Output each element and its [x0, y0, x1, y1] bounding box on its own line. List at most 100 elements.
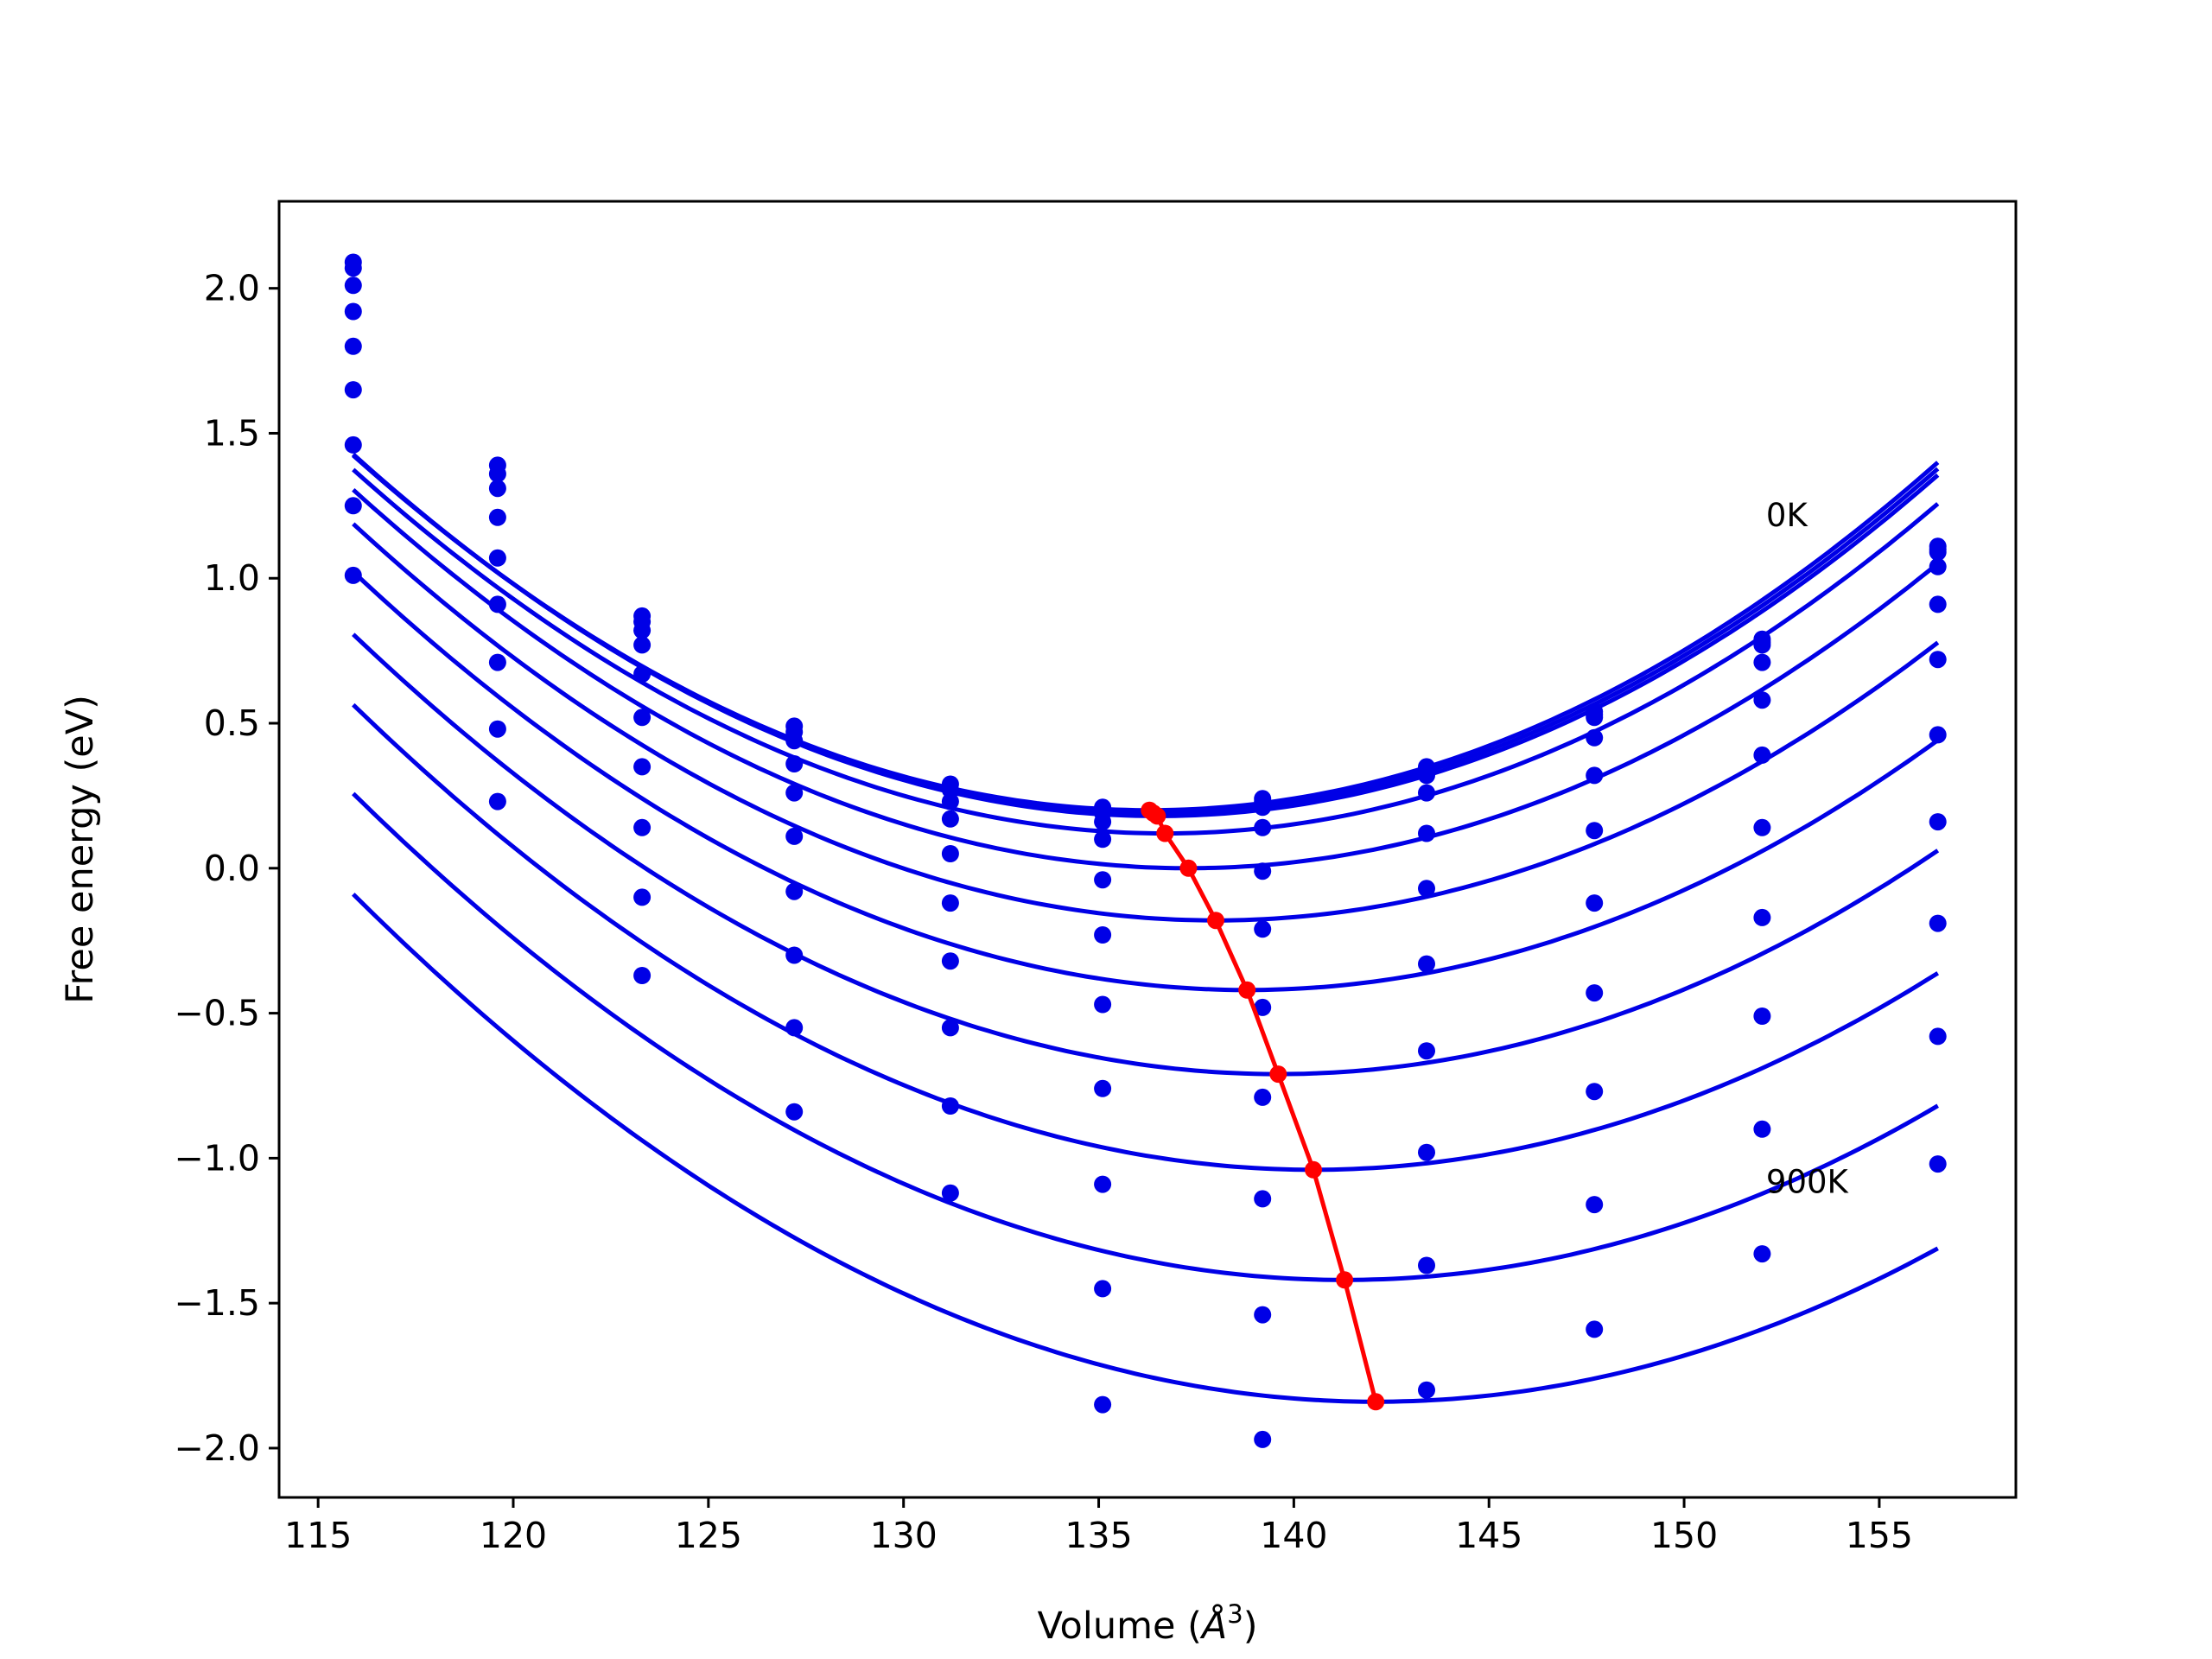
data-point: [1254, 1190, 1272, 1208]
data-point: [941, 792, 959, 810]
data-point: [1094, 1395, 1112, 1414]
fit-curve-4: [352, 487, 1940, 871]
y-tick-label: 0.5: [204, 702, 260, 744]
data-point: [1586, 766, 1604, 785]
data-point: [785, 1103, 804, 1121]
data-point: [1094, 995, 1112, 1014]
y-tick-label: −0.5: [174, 993, 260, 1034]
data-point: [488, 792, 506, 810]
data-point: [785, 882, 804, 900]
data-point: [1418, 784, 1435, 802]
data-point: [633, 888, 652, 906]
data-point: [1929, 557, 1947, 575]
data-point: [1929, 813, 1947, 831]
data-point: [1586, 1083, 1604, 1101]
data-point: [941, 1097, 959, 1115]
x-tick-label: 150: [1650, 1515, 1718, 1556]
data-point: [1094, 1280, 1112, 1298]
data-point: [1929, 1155, 1947, 1173]
data-point: [488, 480, 506, 498]
y-tick-label: 2.0: [204, 268, 260, 309]
data-point: [1418, 1143, 1435, 1161]
minimum-point: [1305, 1160, 1322, 1179]
minimum-point: [1269, 1065, 1287, 1084]
x-tick-label: 155: [1846, 1515, 1913, 1556]
y-tick-label: −1.5: [174, 1282, 260, 1324]
data-point: [488, 508, 506, 526]
fit-curve-6: [352, 569, 1940, 993]
data-point: [633, 967, 652, 984]
minimum-point: [1179, 859, 1198, 877]
minimum-point: [1238, 981, 1256, 999]
data-point: [633, 636, 652, 654]
data-point: [344, 566, 362, 584]
data-point: [633, 621, 652, 639]
y-tick-label: −1.0: [174, 1137, 260, 1179]
data-point: [1929, 595, 1947, 613]
data-point: [1753, 746, 1771, 764]
minimum-line: [1141, 801, 1385, 1411]
x-tick-label: 120: [480, 1515, 547, 1556]
x-tick-label: 115: [284, 1515, 352, 1556]
data-point: [633, 818, 652, 836]
data-point: [633, 709, 652, 727]
data-point: [1094, 871, 1112, 889]
data-point: [1753, 908, 1771, 926]
data-point: [344, 497, 362, 515]
y-tick-label: 0.0: [204, 848, 260, 889]
data-point: [785, 827, 804, 845]
data-point: [1753, 636, 1771, 654]
data-point: [1254, 920, 1272, 938]
minimum-point: [1156, 824, 1174, 842]
data-point: [785, 946, 804, 964]
data-point: [488, 653, 506, 671]
data-point: [1254, 798, 1272, 817]
data-point: [344, 259, 362, 277]
x-axis-ticks: 115 120 125 130 135 140 145 150 155: [284, 1497, 1913, 1556]
data-point: [941, 1184, 959, 1202]
x-tick-label: 135: [1065, 1515, 1132, 1556]
curve-annotation: 0K: [1766, 497, 1809, 534]
fit-curve-9: [352, 791, 1939, 1282]
fit-curve-3: [352, 467, 1940, 836]
x-tick-label: 130: [870, 1515, 938, 1556]
data-point: [488, 720, 506, 738]
data-point: [1929, 651, 1947, 669]
data-point: [941, 810, 959, 828]
data-point: [633, 665, 652, 683]
data-point: [1753, 1120, 1771, 1138]
data-point: [941, 1019, 959, 1037]
data-point: [1929, 726, 1947, 744]
y-axis-ticks: 2.0 1.5 1.0 0.5 0.0 −0.5 −1.0 −1.5 −2.0: [174, 268, 279, 1469]
data-point: [1254, 1306, 1272, 1324]
data-point: [1418, 955, 1435, 973]
data-point: [785, 1019, 804, 1037]
data-point: [1753, 818, 1771, 836]
data-point: [1929, 543, 1947, 561]
data-point: [1753, 653, 1771, 671]
data-point: [1254, 998, 1272, 1016]
data-point: [1094, 1175, 1112, 1193]
minimum-point: [1367, 1393, 1385, 1411]
x-axis-title-close: ): [1243, 1605, 1258, 1648]
data-point: [1254, 862, 1272, 880]
data-point: [1586, 728, 1604, 747]
data-point: [1418, 1256, 1435, 1274]
minimum-point: [1148, 807, 1166, 825]
fit-curve-8: [352, 702, 1940, 1173]
annotations: 0K 900K: [1766, 497, 1850, 1201]
data-point: [785, 755, 804, 772]
data-point: [1254, 1088, 1272, 1106]
data-point: [1094, 926, 1112, 944]
data-point: [941, 845, 959, 862]
data-point: [488, 595, 506, 613]
plot-frame: [277, 200, 2018, 1499]
data-point: [1586, 894, 1604, 912]
fit-curve-7: [352, 632, 1940, 1077]
minimum-point: [1336, 1271, 1354, 1289]
data-point: [1929, 1027, 1947, 1046]
data-point: [344, 381, 362, 399]
data-point: [1418, 1381, 1435, 1399]
data-point: [941, 952, 959, 970]
